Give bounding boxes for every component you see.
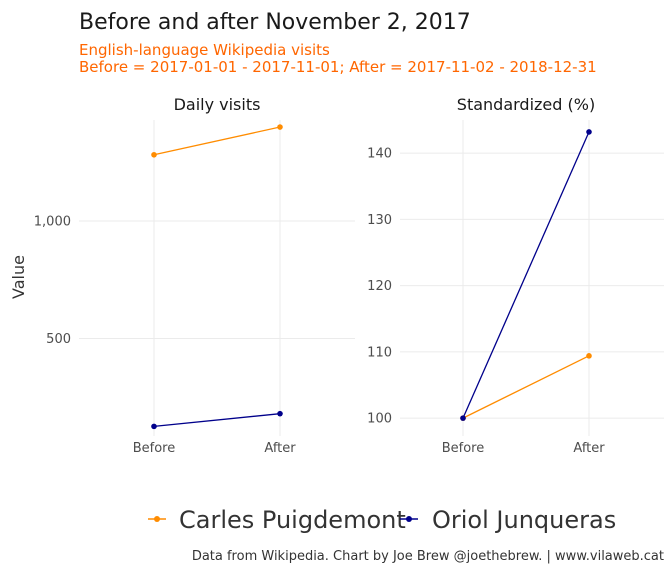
legend-key-point-oriol-junqueras [406,516,412,522]
chart-caption: Data from Wikipedia. Chart by Joe Brew @… [192,549,664,564]
legend: Carles Puigdemont Oriol Junqueras [148,506,616,534]
point-oriol-junqueras-before [151,423,157,430]
facet-title-daily-visits: Daily visits [174,95,261,114]
x-tick-label-after: After [573,441,605,456]
y-tick-label-140: 140 [367,147,392,162]
facet-title-standardized: Standardized (%) [457,95,595,114]
chart-title: Before and after November 2, 2017 [79,10,471,35]
panel-daily-visits: 500 1,000 Before After [34,120,355,456]
point-oriol-junqueras-after [277,410,283,417]
point-oriol-junqueras-before [460,415,466,421]
point-carles-puigdemont-after [586,353,592,359]
legend-label-carles-puigdemont: Carles Puigdemont [179,506,406,534]
legend-label-oriol-junqueras: Oriol Junqueras [432,506,616,534]
point-oriol-junqueras-after [586,129,592,135]
x-tick-label-before: Before [442,441,485,456]
series-line-carles-puigdemont [462,355,590,419]
chart-subtitle-line2: Before = 2017-01-01 - 2017-11-01; After … [79,58,597,76]
y-tick-label-120: 120 [367,279,392,294]
legend-item-carles-puigdemont: Carles Puigdemont [148,506,406,534]
y-tick-label-1000: 1,000 [34,215,71,230]
y-tick-label-110: 110 [367,345,392,360]
point-carles-puigdemont-after [277,124,283,130]
y-tick-label-100: 100 [367,412,392,427]
y-tick-label-130: 130 [367,213,392,228]
legend-item-oriol-junqueras: Oriol Junqueras [400,506,616,534]
y-tick-label-500: 500 [46,332,71,347]
point-carles-puigdemont-before [151,151,157,158]
chart-subtitle-line1: English-language Wikipedia visits [79,41,330,59]
series-line-oriol-junqueras [153,413,281,428]
legend-key-point-carles-puigdemont [154,516,160,522]
x-tick-label-before: Before [133,441,176,456]
series-line-oriol-junqueras [462,131,590,419]
x-tick-label-after: After [264,441,296,456]
y-axis-label: Value [9,255,28,299]
series-line-carles-puigdemont [153,126,281,156]
panel-standardized: 100 110 120 130 140 Before After [367,120,664,456]
